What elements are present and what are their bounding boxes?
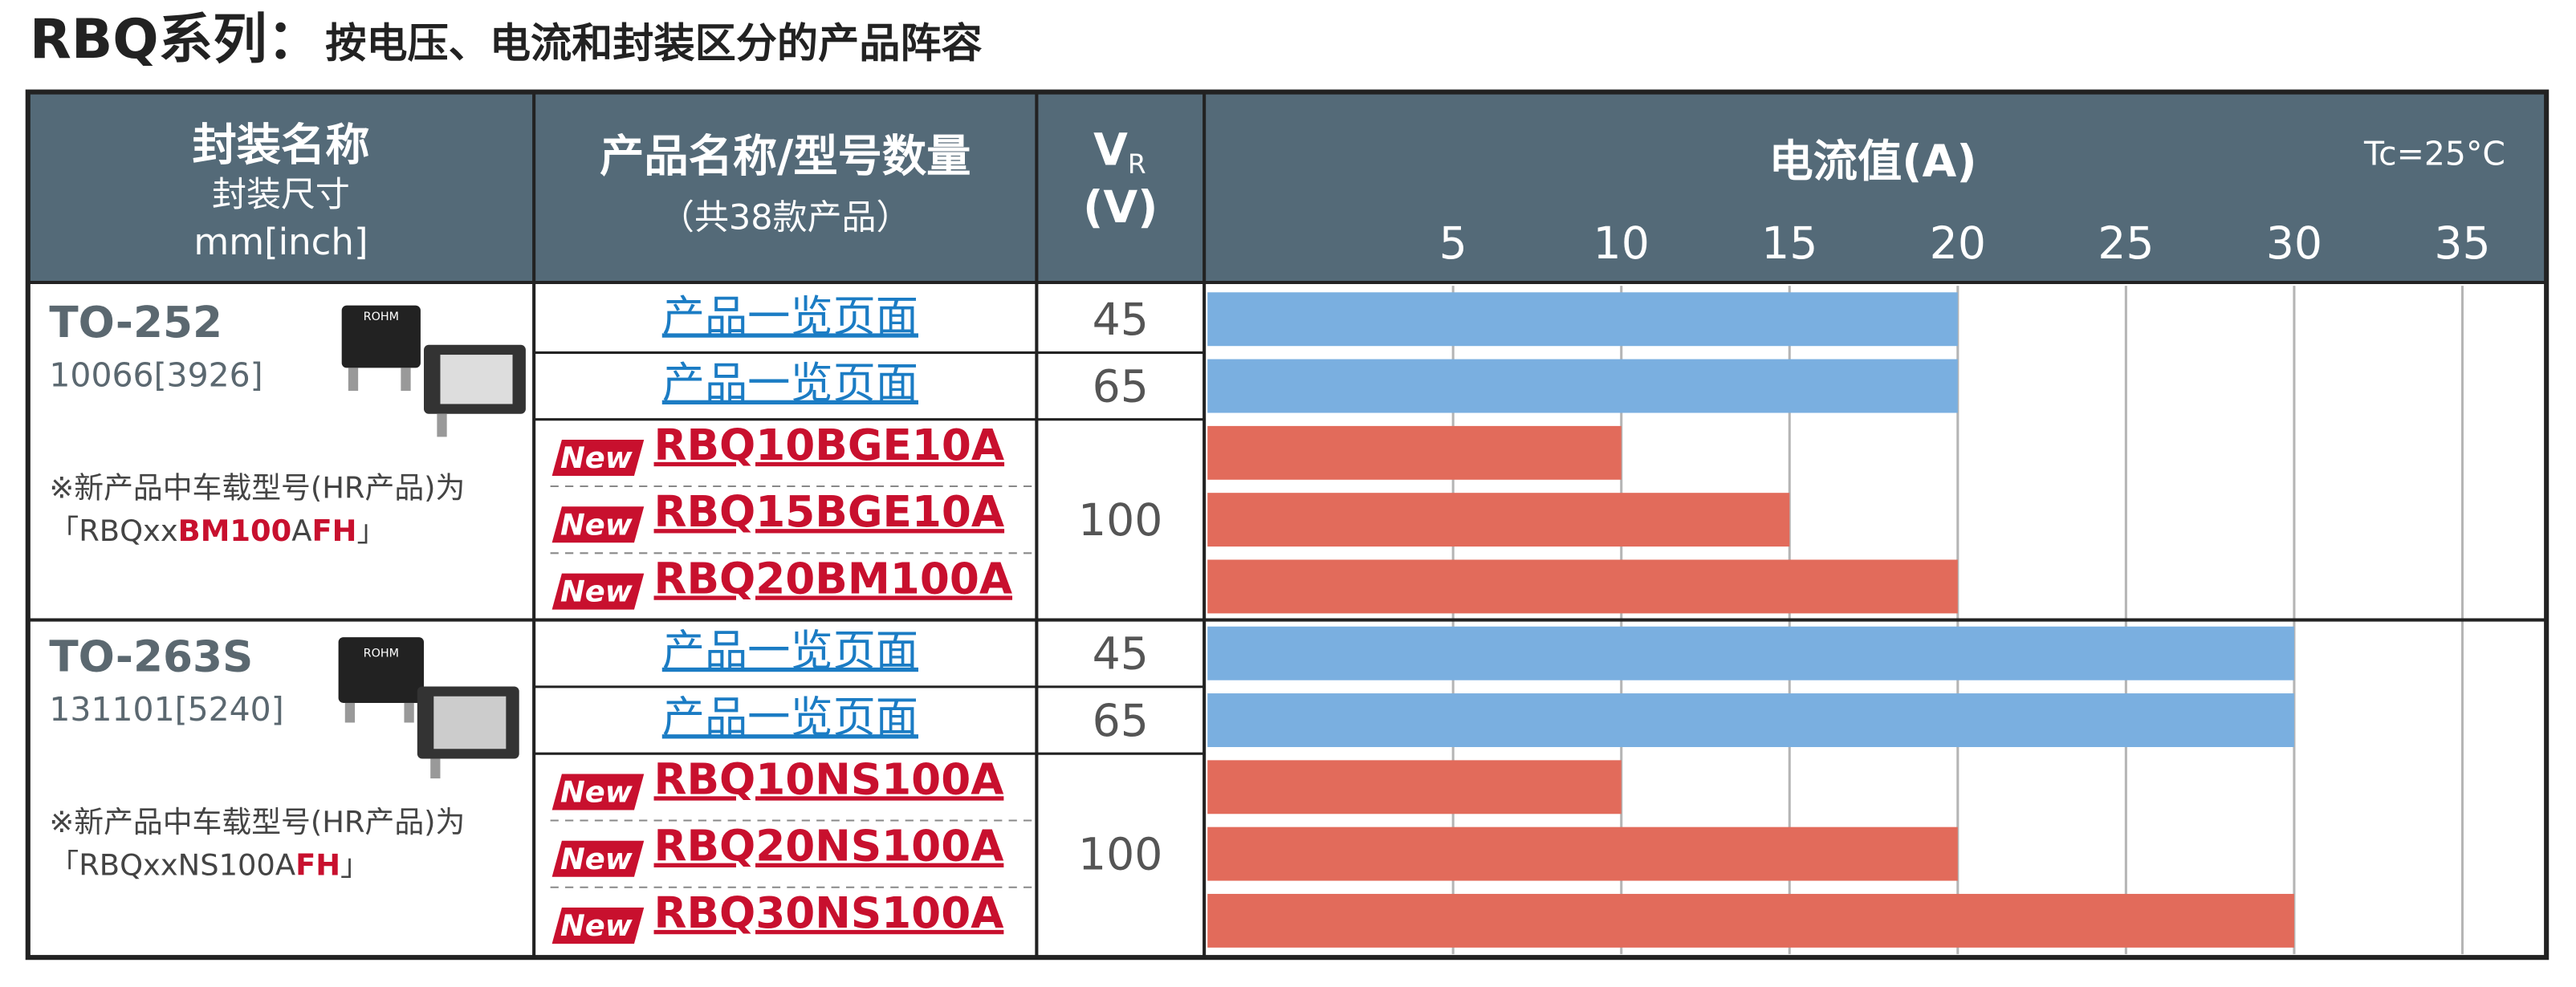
new-badge-text: New	[560, 842, 633, 876]
x-tick-label: 35	[2434, 218, 2490, 270]
x-tick-label: 20	[1930, 218, 1986, 270]
product-link[interactable]: 产品一览页面	[662, 693, 918, 742]
product-link[interactable]: RBQ20NS100A	[654, 822, 1004, 871]
package-image: ROHM	[338, 637, 519, 779]
new-badge	[551, 908, 645, 944]
product-link[interactable]: RBQ10NS100A	[654, 754, 1004, 804]
bar	[1207, 493, 1790, 547]
x-tick-label: 25	[2098, 218, 2154, 270]
package-name: TO-263S	[49, 632, 253, 681]
voltage: 100	[1078, 495, 1162, 546]
header-vr-unit: (V)	[1083, 182, 1158, 234]
new-badge	[551, 840, 645, 877]
new-badge	[551, 506, 645, 543]
new-badge-text: New	[560, 507, 633, 542]
voltage: 45	[1093, 294, 1149, 346]
bar	[1207, 693, 2294, 747]
new-badge-text: New	[560, 775, 633, 810]
bar	[1207, 425, 1622, 480]
header-current: 电流值(A)	[1769, 136, 1977, 188]
package-size: 131101[5240]	[49, 690, 283, 729]
note-part: A	[291, 514, 311, 548]
product-link[interactable]: RBQ30NS100A	[654, 888, 1004, 938]
x-tick-label: 5	[1439, 218, 1467, 270]
new-badge	[551, 774, 645, 810]
svg-text:ROHM: ROHM	[364, 648, 399, 660]
package-note: ※新产品中车载型号(HR产品)为	[49, 470, 465, 505]
new-badge-text: New	[560, 908, 633, 943]
voltage: 100	[1078, 829, 1162, 880]
product-link[interactable]: RBQ10BGE10A	[654, 420, 1005, 470]
new-badge	[551, 573, 645, 610]
header-package-size: 封装尺寸	[212, 175, 350, 215]
product-link[interactable]: 产品一览页面	[662, 626, 918, 676]
new-badge	[551, 439, 645, 476]
product-link[interactable]: RBQ20BM100A	[654, 554, 1013, 603]
note-part: 「RBQxx	[49, 514, 177, 548]
bar	[1207, 559, 1958, 614]
title: RBQ系列：	[30, 7, 321, 71]
note-part: BM100	[178, 514, 292, 548]
bar	[1207, 893, 2294, 948]
bar	[1207, 626, 2294, 680]
bar	[1207, 359, 1958, 413]
new-badge-text: New	[560, 575, 633, 609]
new-badge-text: New	[560, 441, 633, 475]
note-part: FH	[311, 514, 356, 548]
voltage: 65	[1093, 696, 1149, 747]
header-package: 封装名称	[192, 120, 369, 171]
package-size: 10066[3926]	[49, 356, 262, 395]
header-package-unit: mm[inch]	[193, 221, 368, 263]
svg-text:ROHM: ROHM	[364, 311, 399, 323]
header-product-count: （共38款产品）	[660, 198, 910, 238]
product-link[interactable]: 产品一览页面	[662, 359, 918, 408]
header-condition: Tc=25°C	[2363, 134, 2505, 173]
package-image: ROHM	[341, 305, 526, 437]
x-tick-label: 10	[1593, 218, 1650, 270]
bar	[1207, 760, 1622, 814]
voltage: 45	[1093, 628, 1149, 680]
package-note: ※新产品中车载型号(HR产品)为	[49, 805, 465, 839]
package-name: TO-252	[49, 298, 222, 347]
product-link[interactable]: 产品一览页面	[662, 291, 918, 341]
header-vr-sub: R	[1128, 149, 1146, 180]
voltage: 65	[1093, 361, 1149, 412]
product-link[interactable]: RBQ15BGE10A	[654, 487, 1005, 537]
x-tick-label: 30	[2266, 218, 2322, 270]
note-part: FH	[295, 847, 340, 882]
bar	[1207, 292, 1958, 347]
bar	[1207, 827, 1958, 881]
note-part: 」	[340, 847, 370, 882]
header-product: 产品名称/型号数量	[600, 132, 971, 183]
package-note-model: 「RBQxxBM100AFH」	[49, 514, 386, 548]
x-tick-label: 15	[1761, 218, 1817, 270]
table-frame	[25, 89, 2550, 961]
note-part: 「RBQxxNS100A	[49, 847, 295, 882]
header-bg	[27, 91, 2547, 283]
subtitle: 按电压、电流和封装区分的产品阵容	[325, 20, 983, 67]
package-note-model: 「RBQxxNS100AFH」	[49, 847, 369, 882]
header-vr: V	[1093, 124, 1128, 176]
note-part: 」	[356, 514, 386, 548]
